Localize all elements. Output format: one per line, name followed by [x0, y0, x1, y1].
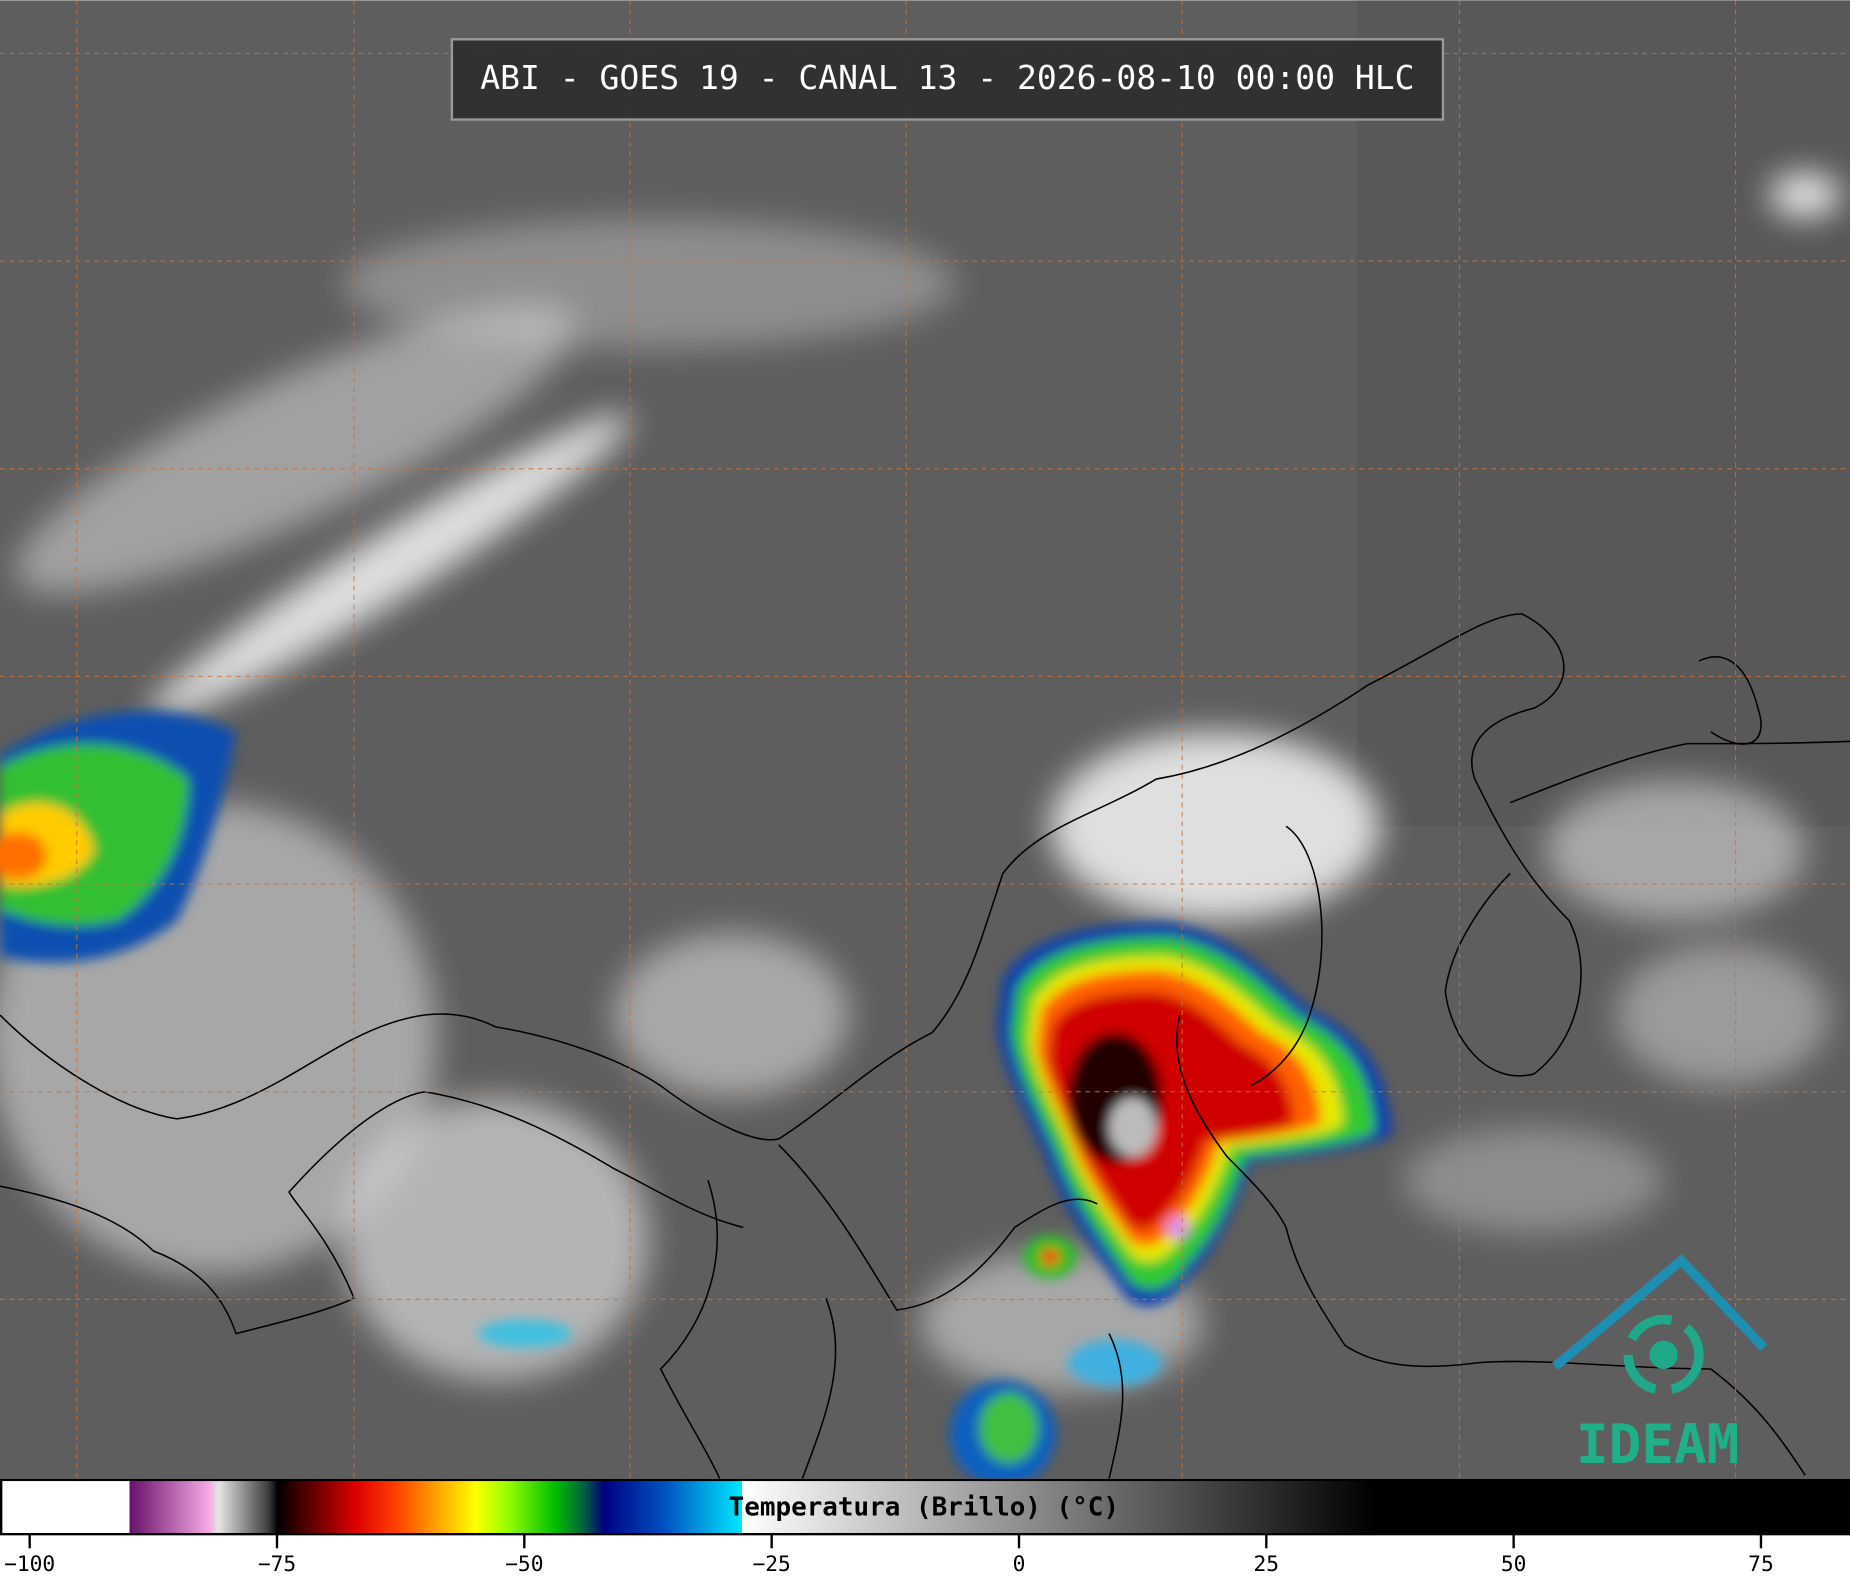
tick-label: 25: [1254, 1552, 1280, 1577]
tick-label: −25: [752, 1552, 790, 1577]
logo: IDEAM: [1552, 1253, 1768, 1476]
logo-text: IDEAM: [1576, 1413, 1739, 1476]
tick-label: −100: [4, 1552, 55, 1577]
tick-label: 0: [1013, 1552, 1026, 1577]
colorbar-label: Temperatura (Brillo) (°C): [729, 1493, 1119, 1523]
title: ABI - GOES 19 - CANAL 13 - 2026-08-10 00…: [480, 58, 1414, 97]
colorbar: Temperatura (Brillo) (°C) −100 −75 −50 −25 0…: [0, 1478, 1850, 1577]
tick-label: 50: [1501, 1552, 1527, 1577]
title-box: ABI - GOES 19 - CANAL 13 - 2026-08-10 00…: [450, 38, 1445, 121]
tick-label: −50: [505, 1552, 543, 1577]
map-image: [0, 0, 1850, 1487]
tick-label: −75: [258, 1552, 296, 1577]
tick-label: 75: [1748, 1552, 1774, 1577]
